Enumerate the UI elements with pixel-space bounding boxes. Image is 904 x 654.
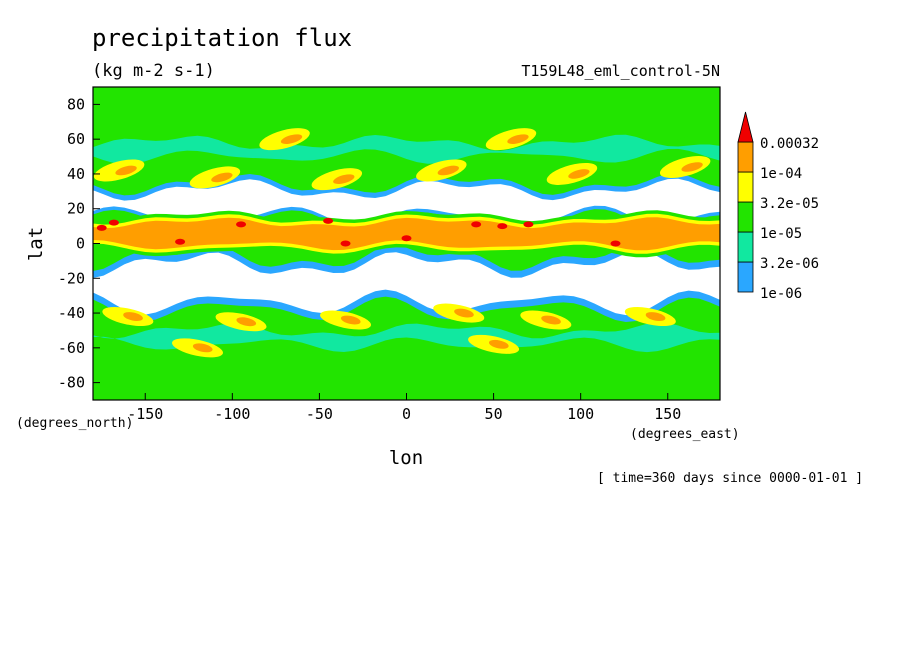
y-tick-label: -80 — [58, 374, 85, 392]
y-tick-label: 80 — [67, 95, 85, 113]
heatmap-field — [93, 87, 720, 400]
colorbar-segment — [737, 201, 754, 233]
y-tick-label: -40 — [58, 304, 85, 322]
colorbar-label: 1e-05 — [760, 226, 802, 242]
colorbar-segment — [737, 231, 754, 263]
north-high-lat-band — [93, 134, 720, 165]
storm-core-south-2 — [340, 315, 361, 325]
itcz-peak-6 — [497, 223, 508, 230]
y-units-label: (degrees_north) — [16, 416, 133, 431]
x-tick-label: -100 — [214, 405, 250, 423]
colorbar-label: 3.2e-06 — [760, 256, 819, 272]
y-tick-label: 0 — [76, 235, 85, 253]
x-tick-label: 0 — [402, 405, 411, 423]
itcz-core — [93, 217, 720, 251]
south-subtropic-dry-zone — [93, 250, 720, 316]
x-tick-label: 50 — [485, 405, 503, 423]
storm-core-south-0 — [123, 312, 143, 321]
itcz-peak-9 — [96, 224, 107, 231]
x-tick-label: -150 — [127, 405, 163, 423]
storm-core-south-5 — [645, 312, 666, 321]
x-tick-label: -50 — [306, 405, 333, 423]
storm-core-south-7 — [488, 339, 509, 349]
antarctic-band — [93, 343, 720, 400]
arctic-band — [93, 87, 720, 144]
time-footer: [ time=360 days since 0000-01-01 ] — [597, 471, 863, 486]
itcz-peak-2 — [236, 221, 247, 228]
x-units-label: (degrees_east) — [630, 427, 740, 442]
storm-core-south-3 — [454, 308, 474, 318]
colorbar-label: 3.2e-05 — [760, 196, 819, 212]
y-tick-label: 20 — [67, 200, 85, 218]
y-tick-label: 60 — [67, 130, 85, 148]
units-label: (kg m-2 s-1) — [92, 61, 215, 81]
storm-core-north-6 — [280, 134, 303, 144]
storm-core-north-2 — [333, 174, 355, 184]
y-axis: -80 -60 -40 -20 0 20 40 60 80 — [58, 95, 100, 392]
colorbar: 1e-06 3.2e-06 1e-05 3.2e-05 1e-04 0.00032 — [737, 111, 819, 302]
storm-core-north-7 — [507, 134, 529, 144]
itcz-peak-0 — [108, 219, 119, 226]
y-axis-title: lat — [25, 227, 47, 261]
x-tick-label: 100 — [567, 405, 594, 423]
chart-title: precipitation flux — [92, 24, 352, 52]
storm-core-south-1 — [236, 317, 257, 327]
y-tick-label: 40 — [67, 165, 85, 183]
y-tick-label: -20 — [58, 269, 85, 287]
colorbar-max-arrow — [737, 111, 754, 143]
itcz-peak-8 — [610, 240, 621, 247]
storm-core-north-4 — [568, 169, 590, 179]
run-label: T159L48_eml_control-5N — [521, 62, 720, 80]
storm-core-north-3 — [437, 165, 459, 176]
itcz-peak-5 — [471, 221, 482, 228]
itcz-peak-10 — [401, 235, 412, 242]
colorbar-segment — [737, 261, 754, 293]
colorbar-segment — [737, 141, 754, 173]
x-axis: -150 -100 -50 0 50 100 150 — [127, 393, 681, 423]
storm-core-north-5 — [681, 162, 703, 172]
colorbar-label: 1e-06 — [760, 286, 802, 302]
colorbar-label: 1e-04 — [760, 166, 802, 182]
itcz-peak-1 — [175, 238, 186, 245]
itcz-peak-7 — [523, 221, 534, 228]
storm-core-south-6 — [192, 343, 213, 353]
storm-core-north-1 — [211, 172, 233, 183]
y-tick-label: -60 — [58, 339, 85, 357]
x-tick-label: 150 — [654, 405, 681, 423]
colorbar-label: 0.00032 — [760, 136, 819, 152]
storm-core-south-4 — [541, 315, 561, 325]
itcz-peak-4 — [340, 240, 351, 247]
itcz-peak-3 — [323, 217, 334, 224]
x-axis-title: lon — [389, 447, 423, 469]
colorbar-segment — [737, 171, 754, 203]
storm-core-north-0 — [115, 165, 137, 176]
